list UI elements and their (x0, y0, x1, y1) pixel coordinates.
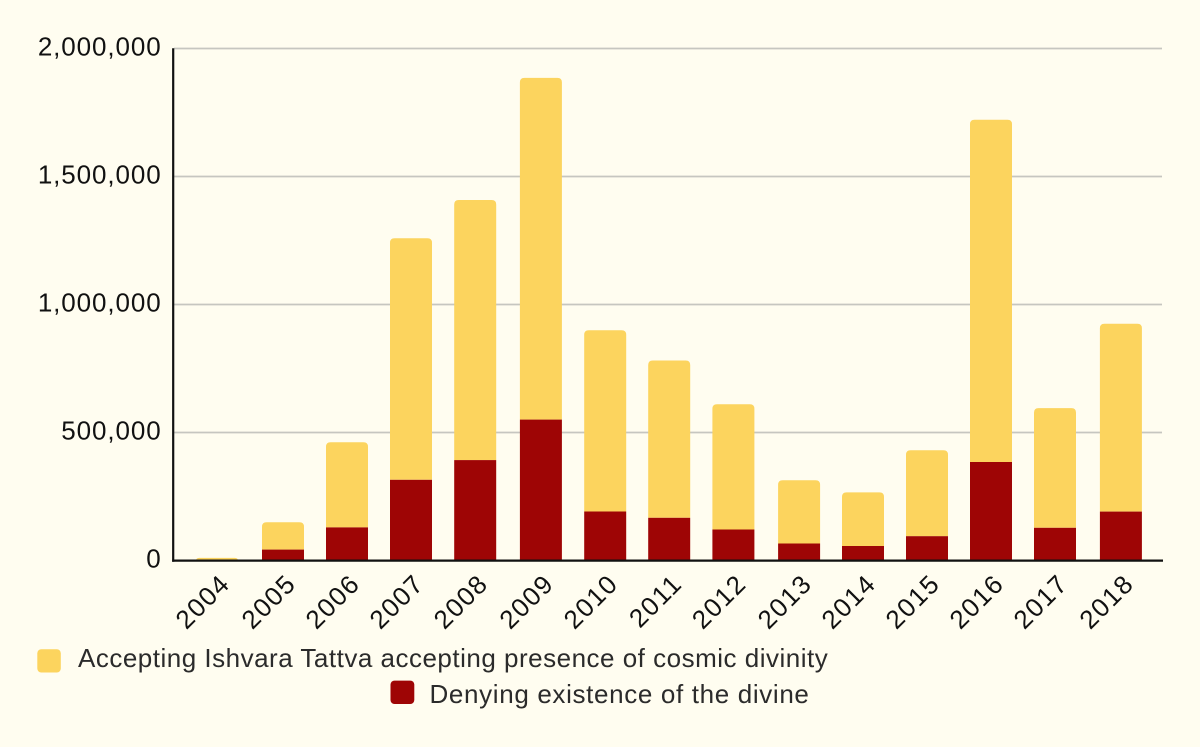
svg-text:1,500,000: 1,500,000 (38, 159, 162, 189)
svg-text:Denying existence of the divin: Denying existence of the divine (430, 679, 810, 709)
svg-text:0: 0 (146, 543, 161, 573)
svg-text:500,000: 500,000 (61, 415, 161, 445)
svg-text:Accepting Ishvara Tattva accep: Accepting Ishvara Tattva accepting prese… (78, 643, 828, 673)
svg-text:1,000,000: 1,000,000 (38, 287, 162, 317)
svg-text:2,000,000: 2,000,000 (38, 31, 162, 61)
